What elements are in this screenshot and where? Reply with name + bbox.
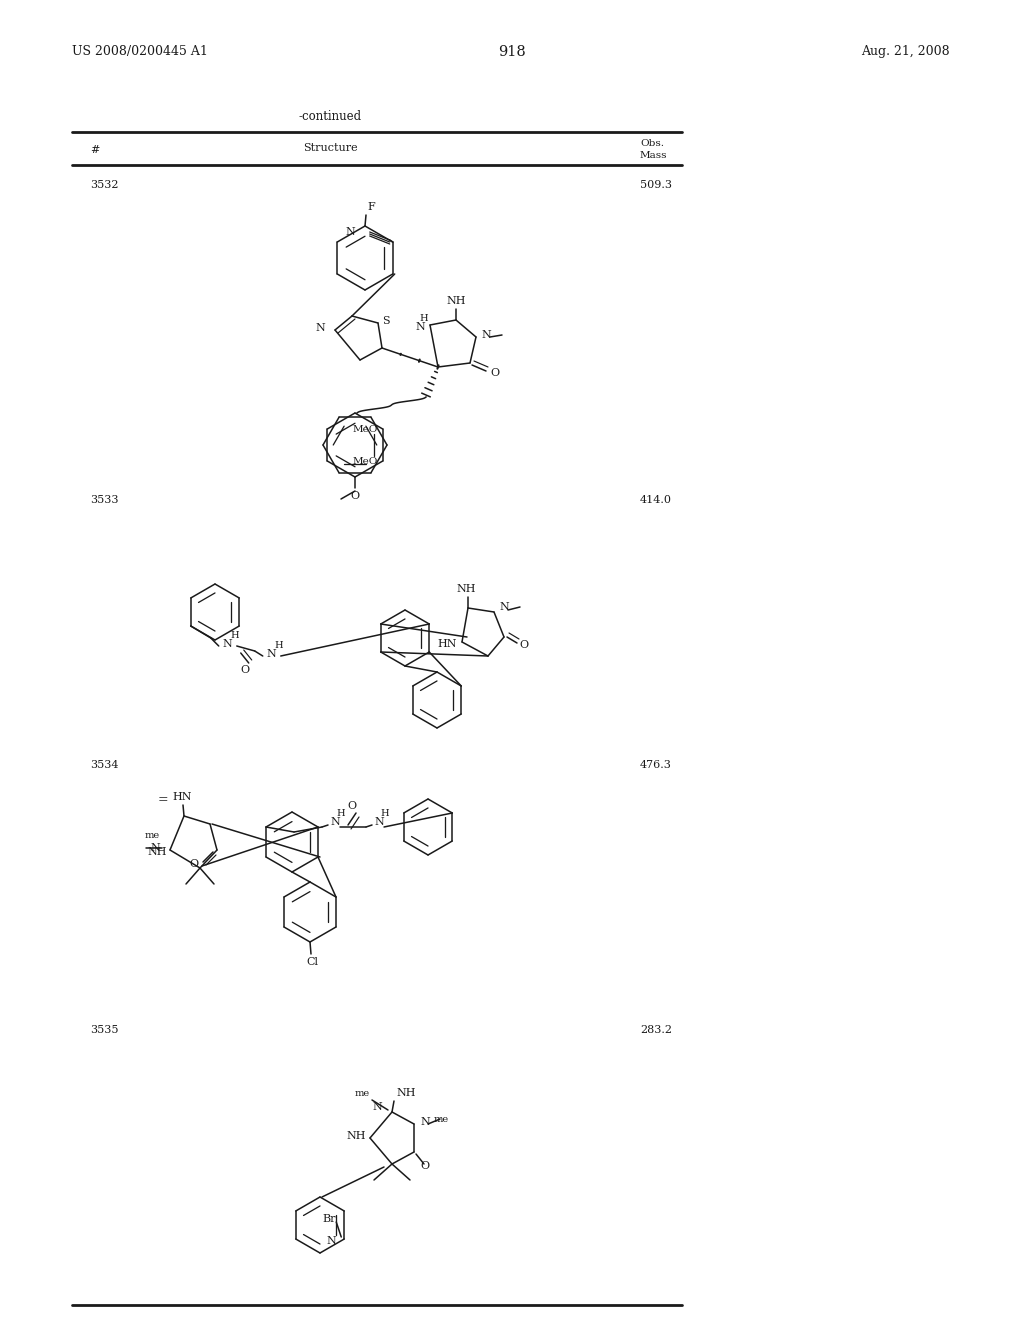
Text: -continued: -continued: [298, 111, 361, 124]
Text: 3532: 3532: [90, 180, 119, 190]
Text: 3535: 3535: [90, 1026, 119, 1035]
Text: F: F: [367, 202, 375, 213]
Text: NH: NH: [457, 583, 476, 594]
Text: 283.2: 283.2: [640, 1026, 672, 1035]
Text: N: N: [315, 323, 325, 333]
Text: N: N: [416, 322, 425, 333]
Text: me: me: [434, 1114, 450, 1123]
Text: 414.0: 414.0: [640, 495, 672, 506]
Text: N: N: [223, 639, 232, 649]
Text: 3533: 3533: [90, 495, 119, 506]
Text: N: N: [373, 1102, 382, 1111]
Text: O: O: [490, 368, 499, 378]
Text: O: O: [347, 801, 356, 810]
Text: O: O: [189, 859, 199, 869]
Text: H: H: [230, 631, 240, 640]
Text: =: =: [158, 793, 168, 807]
Text: S: S: [382, 315, 389, 326]
Text: Br: Br: [323, 1214, 336, 1224]
Text: N: N: [151, 843, 160, 853]
Text: H: H: [380, 809, 389, 818]
Text: 918: 918: [498, 45, 526, 59]
Text: H: H: [274, 642, 284, 651]
Text: N: N: [330, 817, 340, 828]
Text: N: N: [266, 649, 276, 659]
Text: H: H: [420, 314, 428, 323]
Text: HN: HN: [437, 639, 457, 649]
Text: 3534: 3534: [90, 760, 119, 770]
Text: HN: HN: [172, 792, 191, 803]
Text: 476.3: 476.3: [640, 760, 672, 770]
Text: O: O: [241, 665, 249, 675]
Text: O: O: [519, 640, 528, 649]
Text: Mass: Mass: [640, 150, 668, 160]
Text: O: O: [420, 1162, 429, 1171]
Text: Structure: Structure: [303, 143, 357, 153]
Text: US 2008/0200445 A1: US 2008/0200445 A1: [72, 45, 208, 58]
Text: N: N: [346, 227, 355, 238]
Text: #: #: [90, 145, 99, 154]
Text: N: N: [481, 330, 490, 341]
Text: me: me: [355, 1089, 370, 1098]
Text: N: N: [420, 1117, 430, 1127]
Text: MeO: MeO: [352, 425, 378, 433]
Text: Cl: Cl: [306, 957, 318, 968]
Text: N: N: [327, 1236, 336, 1246]
Text: H: H: [336, 809, 345, 818]
Text: NH: NH: [396, 1088, 416, 1098]
Text: N: N: [499, 602, 509, 612]
Text: O: O: [350, 491, 359, 502]
Text: 509.3: 509.3: [640, 180, 672, 190]
Text: NH: NH: [147, 847, 167, 857]
Text: NH: NH: [346, 1131, 366, 1140]
Text: Aug. 21, 2008: Aug. 21, 2008: [861, 45, 950, 58]
Text: N: N: [374, 817, 384, 828]
Text: MeO: MeO: [352, 457, 378, 466]
Text: Obs.: Obs.: [640, 140, 664, 149]
Text: NH: NH: [446, 296, 466, 306]
Text: me: me: [144, 832, 160, 841]
